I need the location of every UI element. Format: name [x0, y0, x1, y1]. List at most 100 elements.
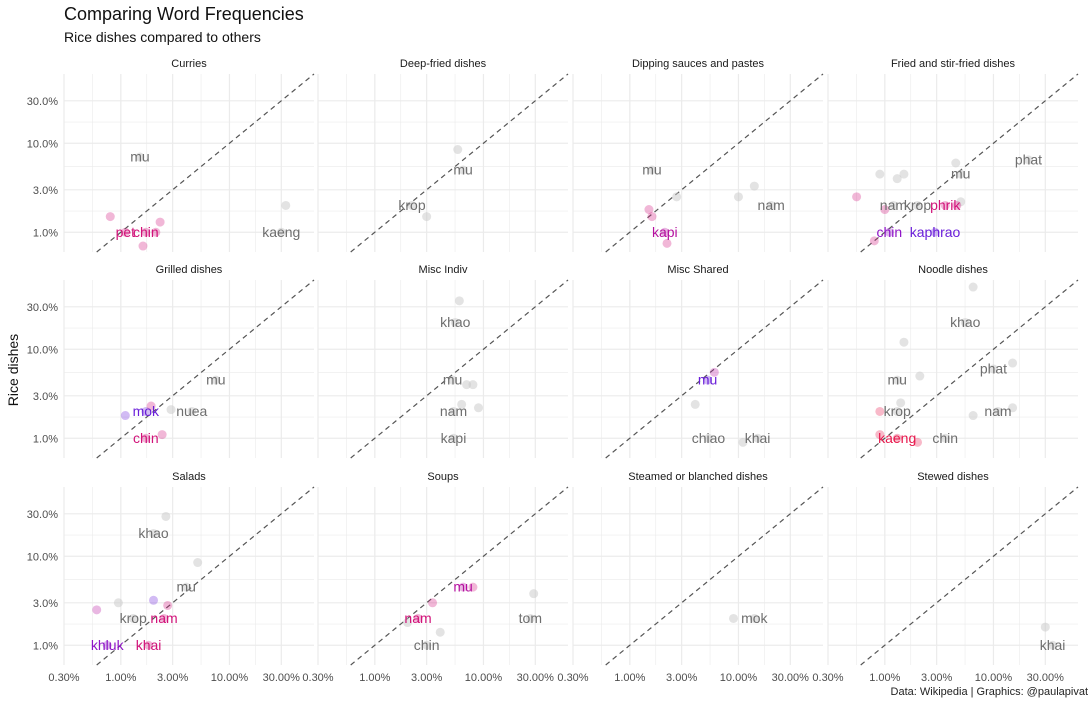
facet-title: Soups — [427, 471, 459, 483]
x-tick-label: 1.00% — [869, 672, 900, 684]
y-tick-label: 1.0% — [33, 433, 58, 445]
y-tick-label: 3.0% — [33, 185, 58, 197]
point-label: kapi — [652, 224, 678, 240]
data-point — [450, 317, 460, 327]
data-point — [155, 217, 165, 227]
point-label: nam — [440, 403, 467, 419]
identity-line — [96, 279, 315, 459]
facet-title: Misc Shared — [667, 264, 728, 276]
x-tick-label: 1.00% — [359, 672, 390, 684]
data-point — [149, 529, 159, 539]
x-tick-label: 10.00% — [465, 672, 503, 684]
data-point — [473, 403, 483, 413]
point-label: mu — [642, 162, 661, 178]
y-tick-label: 10.0% — [27, 551, 58, 563]
data-point — [120, 227, 130, 237]
data-point — [422, 212, 432, 222]
identity-line — [96, 486, 315, 666]
data-point — [703, 433, 713, 443]
data-point — [281, 200, 291, 210]
x-tick-label: 10.00% — [720, 672, 758, 684]
point-label: mu — [698, 372, 717, 388]
x-tick-label: 3.00% — [921, 672, 952, 684]
data-point — [163, 600, 173, 610]
x-tick-label: 3.00% — [411, 672, 442, 684]
data-point — [728, 613, 738, 623]
data-point — [457, 399, 467, 409]
x-tick-label: 10.00% — [975, 672, 1013, 684]
data-point — [968, 282, 978, 292]
data-point — [422, 640, 432, 650]
data-point — [428, 598, 438, 608]
point-label: chin — [133, 430, 159, 446]
data-point — [181, 582, 191, 592]
x-tick-label: 1.00% — [614, 672, 645, 684]
x-tick-label: 1.00% — [105, 672, 136, 684]
facet-title: Deep-fried dishes — [400, 58, 487, 70]
point-label: mok — [741, 610, 768, 626]
point-label: mu — [206, 372, 225, 388]
identity-line — [605, 486, 824, 666]
data-point — [135, 152, 145, 162]
point-label: khao — [950, 314, 981, 330]
x-tick-label: 0.30% — [48, 672, 79, 684]
y-tick-label: 3.0% — [33, 598, 58, 610]
x-tick-label: 30.00% — [772, 672, 810, 684]
data-point — [733, 192, 743, 202]
point-label: khai — [745, 430, 771, 446]
data-point — [276, 227, 286, 237]
point-label: mu — [453, 162, 472, 178]
data-point — [141, 406, 151, 416]
data-point — [113, 598, 123, 608]
data-point — [102, 640, 112, 650]
data-point — [913, 200, 923, 210]
data-point — [468, 380, 478, 390]
point-label: pet — [116, 224, 136, 240]
point-label: nam — [150, 610, 177, 626]
data-point — [105, 212, 115, 222]
data-point — [120, 411, 130, 421]
data-point — [448, 406, 458, 416]
data-point — [749, 181, 759, 191]
point-label: mu — [443, 372, 462, 388]
data-point — [960, 317, 970, 327]
data-point — [888, 200, 898, 210]
y-tick-label: 30.0% — [27, 509, 58, 521]
data-point — [968, 411, 978, 421]
data-point — [211, 375, 221, 385]
data-point — [660, 227, 670, 237]
data-point — [880, 205, 890, 215]
data-point — [1048, 640, 1058, 650]
data-point — [435, 627, 445, 637]
data-point — [146, 401, 156, 411]
data-point — [892, 406, 902, 416]
facet-title: Curries — [171, 58, 207, 70]
data-point — [892, 174, 902, 184]
data-point — [151, 227, 161, 237]
point-label: kaphrao — [910, 224, 961, 240]
point-label: nam — [984, 403, 1011, 419]
data-point — [193, 558, 203, 568]
point-label: mu — [951, 166, 970, 182]
point-label: khai — [1040, 637, 1066, 653]
data-point — [141, 433, 151, 443]
x-tick-label: 10.00% — [211, 672, 249, 684]
data-point — [468, 582, 478, 592]
data-point — [709, 367, 719, 377]
y-tick-label: 10.0% — [27, 138, 58, 150]
data-point — [161, 511, 171, 521]
point-label: nam — [758, 197, 785, 213]
data-point — [1008, 358, 1018, 368]
x-tick-label: 0.30% — [302, 672, 333, 684]
point-label: mu — [176, 579, 195, 595]
point-label: khai — [136, 637, 162, 653]
point-label: mu — [887, 372, 906, 388]
x-tick-label: 30.00% — [263, 672, 301, 684]
data-point — [766, 200, 776, 210]
point-label: kaeng — [262, 224, 300, 240]
data-point — [749, 613, 759, 623]
data-point — [458, 165, 468, 175]
data-point — [525, 613, 535, 623]
point-label: mok — [133, 403, 160, 419]
x-tick-label: 0.30% — [812, 672, 843, 684]
